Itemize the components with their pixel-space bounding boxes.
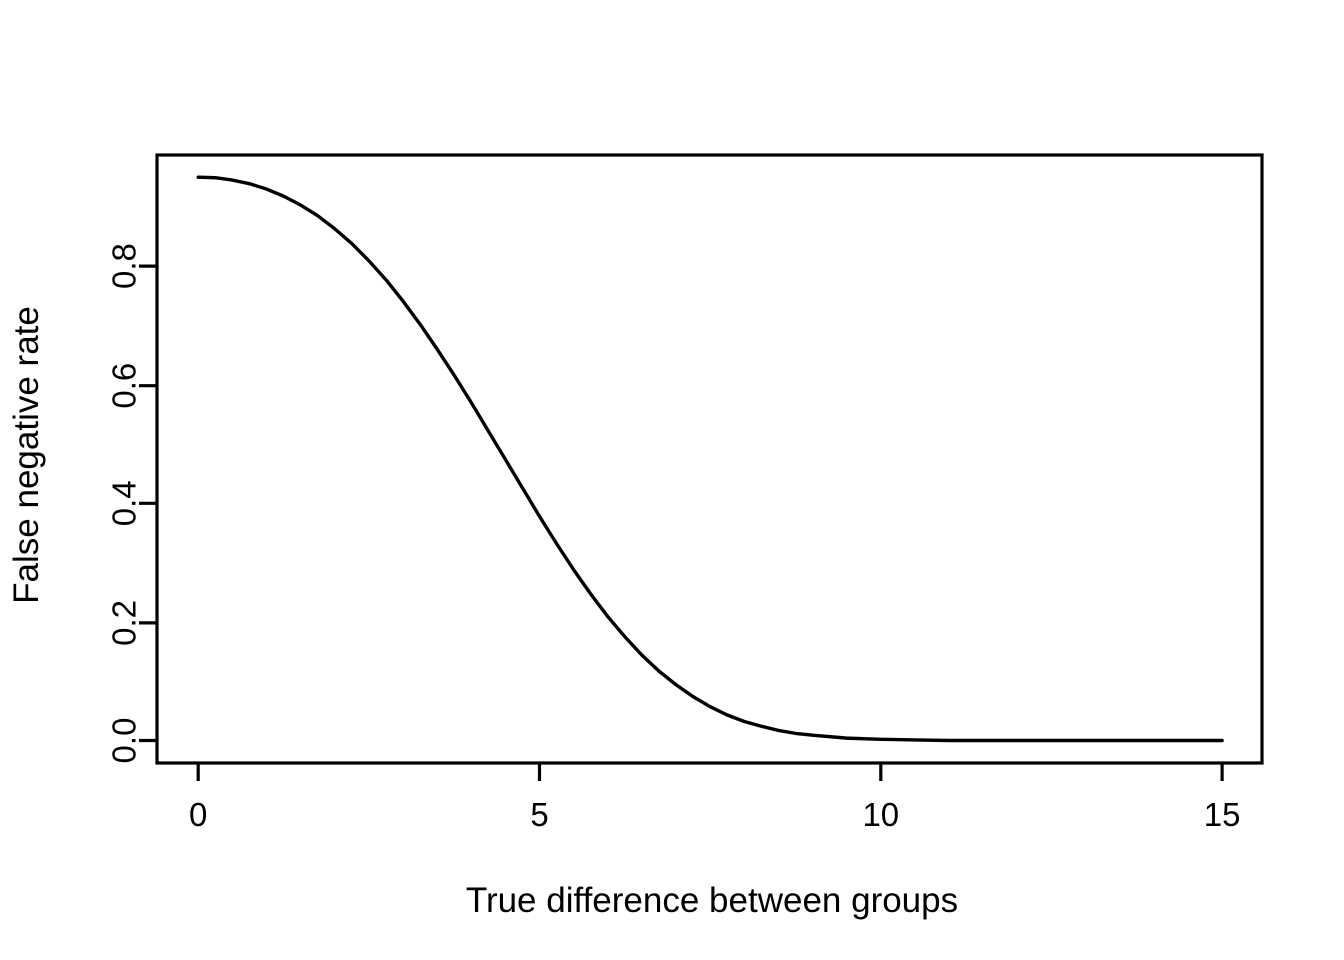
plot-box-border bbox=[155, 153, 1264, 765]
x-axis-ticks bbox=[196, 763, 1224, 781]
y-axis-tick-labels: 0.0 0.2 0.4 0.6 0.8 bbox=[106, 243, 143, 763]
y-tick-label-4: 0.8 bbox=[106, 243, 143, 289]
x-tick-label-1: 5 bbox=[530, 796, 548, 833]
data-series-false-negative-rate bbox=[196, 175, 1224, 743]
x-tick-label-2: 10 bbox=[862, 796, 899, 833]
x-axis-title: True difference between groups bbox=[466, 881, 958, 920]
y-axis-ticks bbox=[139, 264, 157, 743]
x-tick-label-3: 15 bbox=[1204, 796, 1241, 833]
x-axis-tick-labels: 0 5 10 15 bbox=[189, 796, 1240, 833]
y-tick-label-0: 0.0 bbox=[106, 718, 143, 764]
y-axis-title: False negative rate bbox=[7, 306, 46, 604]
y-tick-label-3: 0.6 bbox=[106, 363, 143, 409]
y-tick-label-1: 0.2 bbox=[106, 600, 143, 646]
y-tick-label-2: 0.4 bbox=[106, 480, 143, 526]
x-tick-label-0: 0 bbox=[189, 796, 207, 833]
